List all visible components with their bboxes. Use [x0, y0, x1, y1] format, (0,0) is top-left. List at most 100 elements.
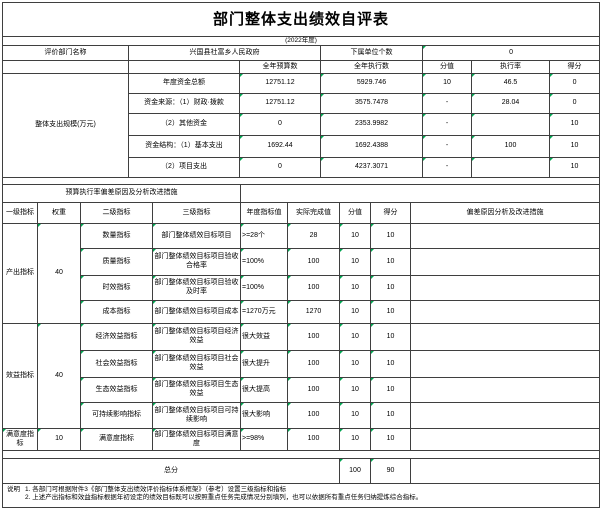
deviation-analysis-cell [409, 223, 601, 249]
page-title: 部门整体支出绩效自评表 [1, 2, 601, 37]
budget-row: （2）其他资金 0 2353.9982 - 10 [3, 113, 601, 136]
weight-value-cell: - [422, 93, 472, 114]
budget-value-cell: 1692.44 [239, 135, 321, 158]
rate-value-cell: 46.5 [471, 73, 550, 94]
actual-cell: 100 [287, 248, 340, 276]
year-row: (2022年度) [1, 36, 601, 46]
level2-cell: 社会效益指标 [80, 350, 153, 378]
budget-value-cell: 0 [239, 113, 321, 136]
rate-value-cell: 28.04 [471, 93, 550, 114]
indicator-row: 质量指标 部门整体绩效目标项目验收合格率 =100% 100 10 10 [3, 248, 601, 276]
rate-value-cell: 100 [471, 135, 550, 158]
header-weight: 权重 [37, 202, 81, 224]
level3-cell: 部门整体绩效目标项目 [152, 223, 241, 249]
header-annual-budget: 全年预算数 [239, 60, 321, 74]
deviation-analysis-cell [409, 300, 601, 324]
level2-cell: 时效指标 [80, 275, 153, 301]
weight-value-cell: - [422, 157, 472, 178]
indicator-row: 满意度指标 10 满意度指标 部门整体绩效目标项目满意度 >=98% 100 1… [2, 428, 601, 451]
score-value-cell: 0 [548, 73, 601, 94]
score-cell: 10 [370, 300, 411, 324]
indicator-table: 预算执行率偏差原因及分析改进措施 一级指标 权重 二级指标 三级指标 年度指标值… [1, 184, 601, 508]
level2-cell: 生态效益指标 [80, 377, 153, 403]
spacer-cell [1, 177, 601, 185]
level2-cell: 满意度指标 [80, 428, 153, 451]
level3-cell: 部门整体绩效目标项目社会效益 [152, 350, 241, 378]
execution-value-cell: 4237.3071 [320, 157, 423, 178]
target-cell: 很大提高 [240, 377, 288, 403]
level3-cell: 部门整体绩效目标项目满意度 [152, 428, 241, 451]
header-level3: 三级指标 [152, 202, 241, 224]
subunit-count-label: 下属单位个数 [320, 45, 423, 61]
points-cell: 10 [339, 428, 371, 451]
points-cell: 10 [339, 377, 371, 403]
budget-item-label: （2）其他资金 [128, 113, 240, 136]
rate-value-cell [471, 113, 550, 136]
level3-cell: 部门整体绩效目标项目验收及时率 [152, 275, 241, 301]
target-cell: =100% [240, 248, 288, 276]
budget-value-cell: 12751.12 [239, 73, 321, 94]
score-cell: 10 [370, 350, 411, 378]
target-cell: 很大效益 [240, 323, 288, 351]
budget-header-row: 全年预算数 全年执行数 分值 执行率 得分 [2, 60, 601, 74]
indicator-row: 社会效益指标 部门整体绩效目标项目社会效益 很大提升 100 10 10 [3, 350, 601, 378]
total-points-cell: 100 [339, 458, 371, 484]
budget-value-cell: 12751.12 [239, 93, 321, 114]
level3-cell: 部门整体绩效目标项目成本 [152, 300, 241, 324]
spacer-row [1, 450, 601, 459]
weight-value-cell: - [422, 135, 472, 158]
notes-lines: 1. 各部门可根据附件3《部门整体支出绩效评价指标体系框架》（参考）设置三级指标… [25, 486, 597, 503]
title-row: 部门整体支出绩效自评表 [1, 2, 601, 37]
header-actual: 实际完成值 [287, 202, 340, 224]
budget-row: 整体支出规模(万元) 年度资金总额 12751.12 5929.746 10 4… [2, 73, 601, 178]
target-cell: >=28个 [240, 223, 288, 249]
deviation-analysis-cell [409, 402, 601, 429]
year-label: (2022年度) [1, 36, 601, 46]
points-cell: 10 [339, 402, 371, 429]
indicator-row: 产出指标 40 数量指标 部门整体绩效目标项目 >=28个 28 10 10 [2, 223, 601, 324]
notes-line-1: 1. 各部门可根据附件3《部门整体支出绩效评价指标体系框架》（参考）设置三级指标… [25, 486, 287, 493]
indicator-row: 生态效益指标 部门整体绩效目标项目生态效益 很大提高 100 10 10 [3, 377, 601, 403]
target-cell: =1270万元 [240, 300, 288, 324]
dept-name-value: 兴国县社富乡人民政府 [128, 45, 321, 61]
budget-item-label: 年度资金总额 [128, 73, 240, 94]
level3-cell: 部门整体绩效目标项目生态效益 [152, 377, 241, 403]
score-value-cell: 10 [548, 157, 601, 178]
level2-cell: 质量指标 [80, 248, 153, 276]
points-cell: 10 [339, 223, 371, 249]
actual-cell: 100 [287, 350, 340, 378]
spacer-cell [1, 450, 601, 459]
deviation-analysis-cell [409, 458, 601, 484]
indicator-row: 效益指标 40 经济效益指标 部门整体绩效目标项目经济效益 很大效益 100 1… [2, 323, 601, 429]
score-cell: 10 [370, 377, 411, 403]
indicator-row: 成本指标 部门整体绩效目标项目成本 =1270万元 1270 10 10 [3, 300, 601, 324]
actual-cell: 100 [287, 428, 340, 451]
score-cell: 10 [370, 402, 411, 429]
deviation-analysis-cell [409, 377, 601, 403]
notes-line-2: 2. 上述产出指标和效益指标根据年初设定的绩效目标既可以按照重点任务完成情况分别… [25, 494, 423, 502]
level2-cell: 可持续影响指标 [80, 402, 153, 429]
subunit-count-value: 0 [421, 45, 601, 61]
points-cell: 10 [339, 323, 371, 351]
deviation-value-cell [239, 184, 601, 203]
group-weight-cell: 10 [37, 428, 81, 451]
score-value-cell: 0 [548, 93, 601, 114]
level1-cell: 效益指标 [2, 323, 38, 429]
deviation-analysis-cell [409, 428, 601, 451]
empty-cell [128, 60, 240, 74]
execution-value-cell: 1692.4388 [320, 135, 423, 158]
level3-cell: 部门整体绩效目标项目可持续影响 [152, 402, 241, 429]
points-cell: 10 [339, 350, 371, 378]
deviation-analysis-cell [409, 350, 601, 378]
rate-value-cell [471, 157, 550, 178]
budget-section-label: 整体支出规模(万元) [2, 73, 129, 178]
deviation-analysis-cell [409, 275, 601, 301]
total-score-cell: 90 [370, 458, 411, 484]
header-weight: 分值 [422, 60, 472, 74]
header-points: 分值 [339, 202, 371, 224]
header-deviation-analysis: 偏差原因分析及改进措施 [409, 202, 601, 224]
budget-item-label: 资金来源：（1）财政·拨款 [128, 93, 240, 114]
execution-value-cell: 5929.746 [320, 73, 423, 94]
empty-cell [2, 60, 129, 74]
